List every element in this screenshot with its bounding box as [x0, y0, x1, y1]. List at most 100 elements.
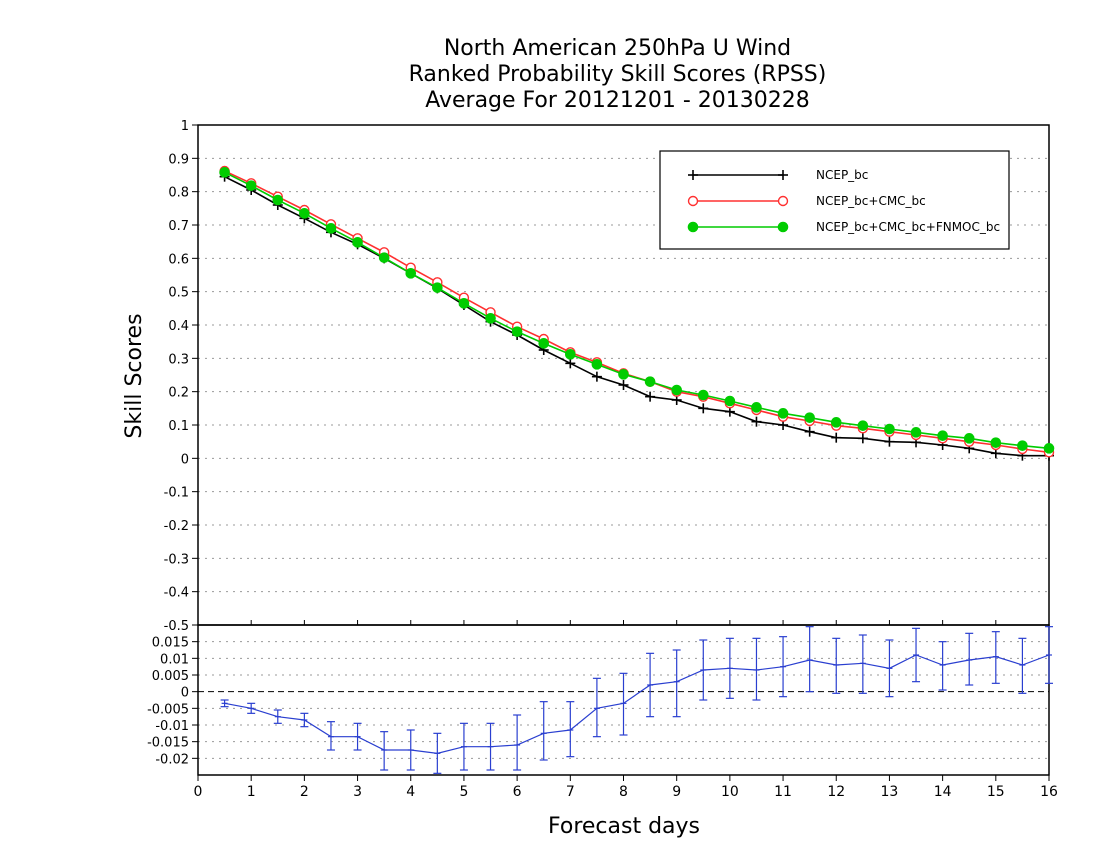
top-series-group: [219, 165, 1055, 461]
plus-marker: [857, 433, 868, 444]
plus-marker: [804, 426, 815, 437]
x-tick-label: 7: [566, 784, 575, 800]
legend-label: NCEP_bc+CMC_bc: [816, 194, 926, 208]
x-tick-label: 10: [721, 784, 739, 800]
filled-circle-marker: [804, 412, 815, 423]
bottom-y-tick-label: 0.015: [152, 636, 189, 651]
plus-marker: [645, 391, 656, 402]
difference-series: [220, 626, 1053, 774]
plus-marker: [591, 371, 602, 382]
plus-marker: [884, 436, 895, 447]
x-tick-label: 5: [459, 784, 468, 800]
top-y-tick-label: -0.4: [164, 586, 189, 601]
filled-circle-marker: [618, 369, 629, 380]
filled-circle-marker: [245, 180, 257, 191]
bottom-y-tick-label: 0.005: [152, 669, 189, 684]
bottom-series-group: [220, 626, 1053, 774]
filled-circle-marker: [687, 221, 699, 233]
plus-marker: [698, 403, 709, 414]
open-circle-marker: [687, 195, 699, 207]
top-y-tick-label: 0.6: [168, 252, 189, 267]
filled-circle-marker: [458, 298, 470, 309]
filled-circle-marker: [591, 359, 603, 370]
legend-box: [659, 150, 1010, 250]
plus-marker: [831, 432, 842, 443]
top-y-tick-label: 0: [181, 452, 189, 467]
filled-circle-marker: [937, 430, 948, 441]
filled-circle-marker: [272, 194, 284, 206]
top-y-tick-label: 0.5: [168, 286, 189, 301]
filled-circle-marker: [565, 349, 576, 360]
legend: NCEP_bc NCEP_bc+CMC_bc NCEP_bc+CMC_bc+FNMO…: [659, 150, 1010, 250]
legend-label: NCEP_bc+CMC_bc+FNMOC_bc: [816, 220, 1000, 234]
filled-circle-marker: [219, 167, 230, 178]
filled-circle-marker: [405, 268, 417, 279]
top-y-tick-label: 0.7: [168, 219, 189, 234]
filled-circle-marker: [963, 433, 975, 444]
plus-marker: [565, 358, 576, 369]
filled-circle-marker: [299, 208, 310, 219]
bottom-y-tick-label: 0: [181, 686, 189, 701]
x-tick-label: 11: [774, 784, 792, 800]
chart-title-line-2: Ranked Probability Skill Scores (RPSS): [408, 62, 827, 87]
filled-circle-marker: [990, 437, 1002, 448]
x-tick-label: 8: [619, 784, 628, 800]
bottom-y-tick-label: -0.02: [155, 752, 189, 767]
filled-circle-marker: [325, 223, 337, 234]
filled-circle-marker: [432, 282, 443, 293]
filled-circle-marker: [1017, 440, 1028, 451]
series-2: [219, 167, 1055, 454]
filled-circle-marker: [724, 395, 736, 407]
x-tick-label: 0: [194, 784, 203, 800]
filled-circle-marker: [777, 221, 789, 233]
plus-marker: [778, 170, 788, 180]
bottom-y-tick-label: -0.015: [147, 736, 189, 751]
chart-title-line-3: Average For 20121201 - 20130228: [425, 88, 810, 113]
legend-item: NCEP_bc+CMC_bc: [687, 194, 926, 208]
chart-title-line-1: North American 250hPa U Wind: [443, 36, 792, 61]
top-y-tick-label: 0.4: [168, 319, 189, 334]
filled-circle-marker: [830, 417, 842, 428]
x-tick-label: 16: [1040, 784, 1058, 800]
x-tick-label: 6: [513, 784, 522, 800]
top-panel-grid: [198, 157, 1049, 593]
plus-marker: [688, 170, 698, 180]
filled-circle-marker: [884, 423, 895, 435]
filled-circle-marker: [352, 237, 363, 248]
top-y-tick-label: 1: [181, 119, 189, 134]
x-tick-label: 2: [300, 784, 309, 800]
plus-marker: [751, 416, 762, 427]
legend-label: NCEP_bc: [816, 168, 868, 182]
plus-marker: [618, 380, 629, 390]
filled-circle-marker: [485, 313, 496, 324]
open-circle-marker: [777, 195, 789, 207]
top-y-tick-label: 0.1: [168, 419, 189, 434]
top-y-tick-label: 0.8: [168, 186, 189, 201]
top-y-tick-label: -0.2: [164, 519, 189, 534]
x-tick-label: 13: [881, 784, 899, 800]
filled-circle-marker: [751, 402, 762, 413]
filled-circle-marker: [857, 420, 869, 431]
x-tick-label: 15: [987, 784, 1005, 800]
filled-circle-marker: [777, 408, 789, 419]
x-tick-label: 4: [406, 784, 415, 800]
x-tick-label: 9: [672, 784, 681, 800]
filled-circle-marker: [671, 384, 682, 396]
top-y-tick-label: -0.5: [164, 619, 189, 634]
x-ticks: 0 1 2 3 4 5 6 7 8 9 10 11 12 13 14 15 16: [194, 620, 1058, 800]
bottom-y-tick-label: 0.01: [160, 652, 189, 667]
top-y-tick-label: -0.1: [164, 486, 189, 501]
bottom-y-tick-label: -0.005: [147, 702, 189, 717]
bottom-y-tick-label: -0.01: [155, 719, 189, 734]
x-tick-label: 3: [353, 784, 362, 800]
top-y-tick-label: 0.2: [168, 386, 189, 401]
legend-item: NCEP_bc+CMC_bc+FNMOC_bc: [687, 220, 1000, 234]
y-axis-label: Skill Scores: [122, 313, 147, 438]
filled-circle-marker: [644, 376, 656, 387]
x-tick-label: 12: [827, 784, 845, 800]
filled-circle-marker: [511, 326, 523, 337]
filled-circle-marker: [1043, 443, 1055, 454]
x-axis-label: Forecast days: [548, 814, 700, 839]
